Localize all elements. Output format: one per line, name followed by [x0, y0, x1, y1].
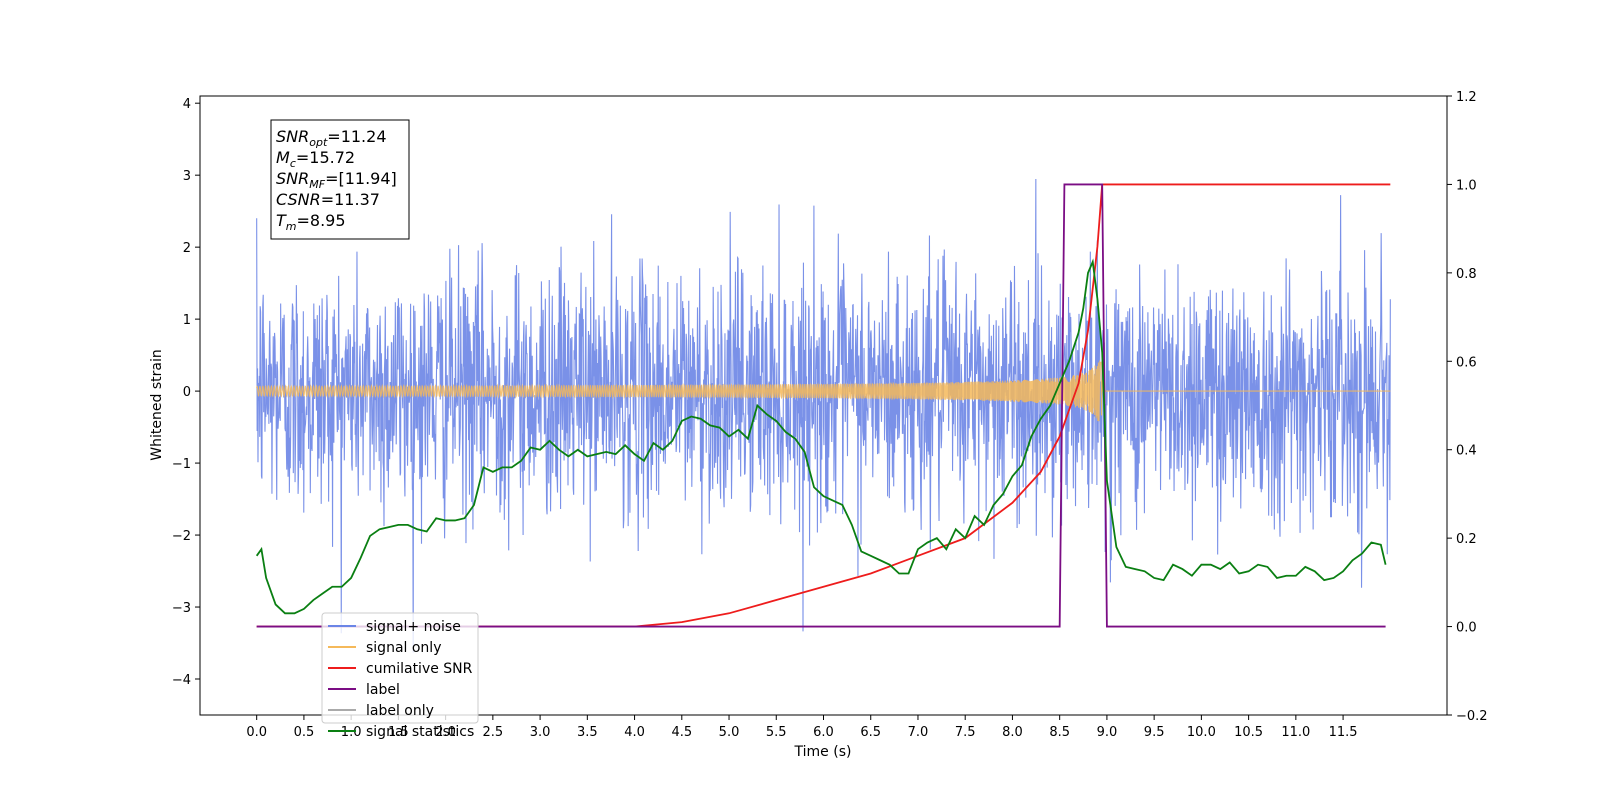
x-tick-label: 7.5 [955, 725, 976, 740]
x-tick-label: 8.0 [1002, 725, 1023, 740]
y2-tick-label: 0.6 [1456, 355, 1477, 370]
legend-label: signal statistics [366, 724, 474, 740]
annotation-frame [270, 119, 410, 240]
x-tick-label: 9.5 [1144, 725, 1165, 740]
annotation-line: CSNR=11.37 [276, 190, 380, 209]
legend-label: cumilative SNR [366, 661, 473, 677]
x-tick-label: 2.5 [483, 725, 504, 740]
y-tick-label: −2 [172, 529, 191, 544]
y-tick-label: 2 [183, 241, 191, 256]
annotation-line: SNRMF=[11.94] [276, 169, 397, 191]
series-signal-only [256, 359, 1391, 422]
legend-frame [321, 612, 479, 724]
annotation-line: Mc=15.72 [276, 148, 355, 170]
y2-tick-label: 1.2 [1456, 90, 1477, 105]
y-ticks: 4 3 2 1 0 −1 −2 −3 −4 [172, 97, 200, 688]
legend-label: signal+ noise [366, 619, 461, 635]
series-signal-plus-noise [256, 178, 1391, 653]
y-tick-label: −1 [172, 457, 191, 472]
y-tick-label: 0 [183, 385, 191, 400]
y-tick-label: 3 [183, 169, 191, 184]
x-tick-label: 9.0 [1097, 725, 1118, 740]
x-tick-label: 10.0 [1187, 725, 1216, 740]
x-tick-label: 4.0 [624, 725, 645, 740]
y2-tick-label: 0.8 [1456, 267, 1477, 282]
x-tick-label: 7.0 [908, 725, 929, 740]
series-label [256, 183, 1386, 628]
legend-label: signal only [366, 640, 441, 656]
legend-label: label only [366, 703, 434, 719]
x-tick-label: 2.0 [435, 725, 456, 740]
y-tick-label: −3 [172, 601, 191, 616]
x-tick-label: 8.5 [1049, 725, 1070, 740]
y-axis-label: Whitened strain [149, 349, 165, 460]
series-cumilative-snr [256, 183, 1391, 628]
x-tick-label: 0.5 [294, 725, 315, 740]
x-tick-label: 1.5 [388, 725, 409, 740]
legend: signal+ noise signal only cumilative SNR la… [321, 612, 479, 740]
y-tick-label: 4 [183, 97, 191, 112]
legend-label: label [366, 682, 400, 698]
x-ticks: 0.0 0.5 1.0 1.5 2.0 2.5 3.0 3.5 4.0 4.5 5.0 5.5 6.0 6… [246, 715, 1358, 740]
y2-tick-label: 0.4 [1456, 444, 1477, 459]
y2-tick-label: 0.0 [1456, 621, 1477, 636]
x-axis-label: Time (s) [794, 744, 852, 760]
x-tick-label: 5.0 [719, 725, 740, 740]
marks-layer [255, 178, 1391, 653]
y2-ticks: 1.2 1.0 0.8 0.6 0.4 0.2 0.0 −0.2 [1447, 90, 1488, 724]
x-tick-label: 1.0 [341, 725, 362, 740]
x-tick-label: 6.5 [860, 725, 881, 740]
x-tick-label: 5.5 [766, 725, 787, 740]
x-tick-label: 10.5 [1234, 725, 1263, 740]
x-tick-label: 0.0 [246, 725, 267, 740]
y2-tick-label: −0.2 [1456, 709, 1488, 724]
annotation-line: SNRopt=11.24 [276, 127, 387, 149]
annotation-line: Tm=8.95 [276, 211, 346, 233]
y-tick-label: 1 [183, 313, 191, 328]
y2-tick-label: 0.2 [1456, 532, 1477, 547]
x-tick-label: 3.0 [530, 725, 551, 740]
x-tick-label: 11.5 [1329, 725, 1358, 740]
y2-tick-label: 1.0 [1456, 178, 1477, 193]
series-signal-statistics [255, 258, 1387, 615]
x-tick-label: 6.0 [813, 725, 834, 740]
annotation-box: SNRopt=11.24Mc=15.72SNRMF=[11.94]CSNR=11… [270, 119, 410, 240]
x-tick-label: 11.0 [1281, 725, 1310, 740]
x-tick-label: 3.5 [577, 725, 598, 740]
y-tick-label: −4 [172, 673, 191, 688]
x-tick-label: 4.5 [671, 725, 692, 740]
